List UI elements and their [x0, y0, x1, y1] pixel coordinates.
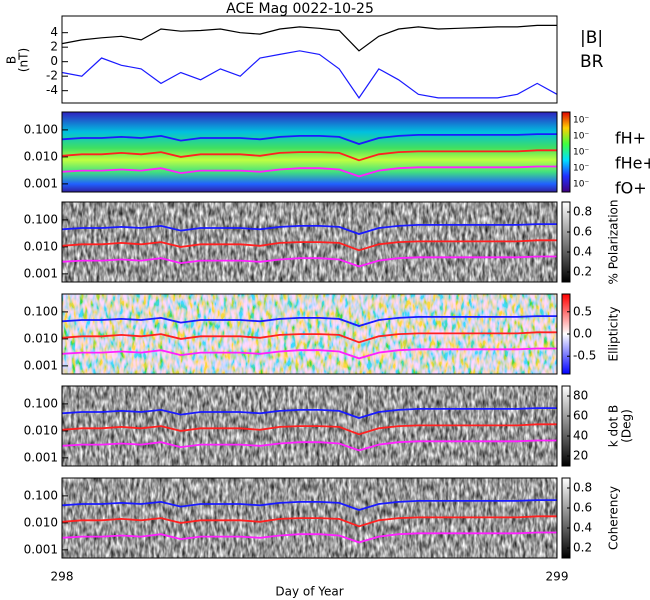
y-tick-label: 0.010 — [24, 515, 58, 529]
colorbar-tick-label: 10⁻ — [573, 180, 589, 190]
colorbar-tick-label: 0.2 — [573, 265, 592, 279]
colorbar-tick-label: 0.4 — [573, 245, 592, 259]
colorbar — [561, 477, 571, 559]
series-line — [61, 315, 557, 327]
y-tick-label: 0.100 — [24, 212, 58, 226]
series-line — [61, 515, 557, 528]
colorbar-tick-label: 0.2 — [573, 541, 592, 555]
colorbar — [561, 385, 571, 467]
y-tick-label: 2 — [50, 40, 58, 54]
y-tick-label: -2 — [46, 69, 58, 83]
series-line — [61, 255, 557, 268]
y-tick-label: 0.001 — [24, 266, 58, 280]
colorbar-tick-label: 20 — [573, 449, 588, 463]
x-tick-label: 298 — [51, 570, 74, 584]
y-tick-label: 0.100 — [24, 304, 58, 318]
colorbar-tick-label: 0.0 — [573, 327, 592, 341]
series-line — [61, 347, 557, 360]
plot-frame — [61, 385, 558, 467]
series-line — [61, 223, 557, 235]
colorbar — [561, 111, 571, 193]
y-tick-label: 0 — [50, 54, 58, 68]
series-line — [61, 407, 557, 419]
y-tick-label: 4 — [50, 25, 58, 39]
colorbar-tick-label: 10⁻ — [573, 132, 589, 142]
legend-label: BR — [580, 52, 604, 72]
colorbar-tick-label: 0.6 — [573, 501, 592, 515]
series-line — [61, 50, 558, 99]
legend-label: fHe+ — [615, 154, 650, 173]
series-line — [61, 423, 557, 436]
y-tick-label: 0.010 — [24, 149, 58, 163]
plot-frame — [61, 201, 558, 283]
plot-frame — [61, 477, 558, 559]
y-tick-label: 0.100 — [24, 396, 58, 410]
y-tick-label: 0.001 — [24, 450, 58, 464]
y-tick-label: 0.010 — [24, 331, 58, 345]
y-tick-label: 0.001 — [24, 542, 58, 556]
series-line — [61, 149, 557, 162]
series-line — [61, 499, 557, 511]
series-line — [61, 439, 557, 452]
colorbar-label: (Deg) — [620, 409, 634, 443]
series-line — [61, 531, 557, 544]
y-tick-label: 0.001 — [24, 176, 58, 190]
legend-label: fO+ — [615, 179, 647, 198]
y-tick-label: 0.100 — [24, 122, 58, 136]
series-line — [61, 331, 557, 344]
colorbar-tick-label: 10⁻ — [573, 116, 589, 126]
series-line — [61, 165, 557, 178]
colorbar-tick-label: 80 — [573, 389, 588, 403]
colorbar-tick-label: 60 — [573, 409, 588, 423]
colorbar-tick-label: 0.8 — [573, 205, 592, 219]
colorbar-tick-label: 0.5 — [573, 304, 592, 318]
colorbar-label: k dot B — [607, 405, 621, 447]
colorbar-tick-label: -0.5 — [573, 349, 596, 363]
colorbar-label: % Polarization — [607, 200, 621, 285]
y-axis-label: (nT) — [17, 48, 31, 72]
x-axis-label: Day of Year — [275, 585, 343, 599]
chart-title: ACE Mag 0022-10-25 — [226, 1, 374, 17]
series-line — [61, 24, 557, 52]
y-tick-label: 0.010 — [24, 423, 58, 437]
colorbar-label: Coherency — [607, 486, 621, 550]
plot-frame — [61, 293, 558, 375]
colorbar — [561, 201, 571, 283]
x-tick-label: 299 — [546, 570, 569, 584]
plot-frame — [61, 111, 558, 193]
colorbar-tick-label: 40 — [573, 429, 588, 443]
series-line — [61, 133, 557, 145]
y-tick-label: 0.001 — [24, 358, 58, 372]
y-axis-label: B — [5, 56, 19, 64]
series-line — [61, 239, 557, 252]
y-tick-label: 0.100 — [24, 488, 58, 502]
plot-frame — [61, 15, 558, 104]
colorbar-tick-label: 0.4 — [573, 521, 592, 535]
colorbar-tick-label: 0.8 — [573, 481, 592, 495]
y-tick-label: 0.010 — [24, 239, 58, 253]
colorbar-tick-label: 0.6 — [573, 225, 592, 239]
colorbar-label: Ellipticity — [607, 307, 621, 362]
legend-label: |B| — [580, 28, 603, 48]
colorbar-tick-label: 10⁻ — [573, 148, 589, 158]
colorbar-tick-label: 10⁻ — [573, 164, 589, 174]
y-tick-label: -4 — [46, 83, 58, 97]
legend-label: fH+ — [615, 129, 646, 148]
